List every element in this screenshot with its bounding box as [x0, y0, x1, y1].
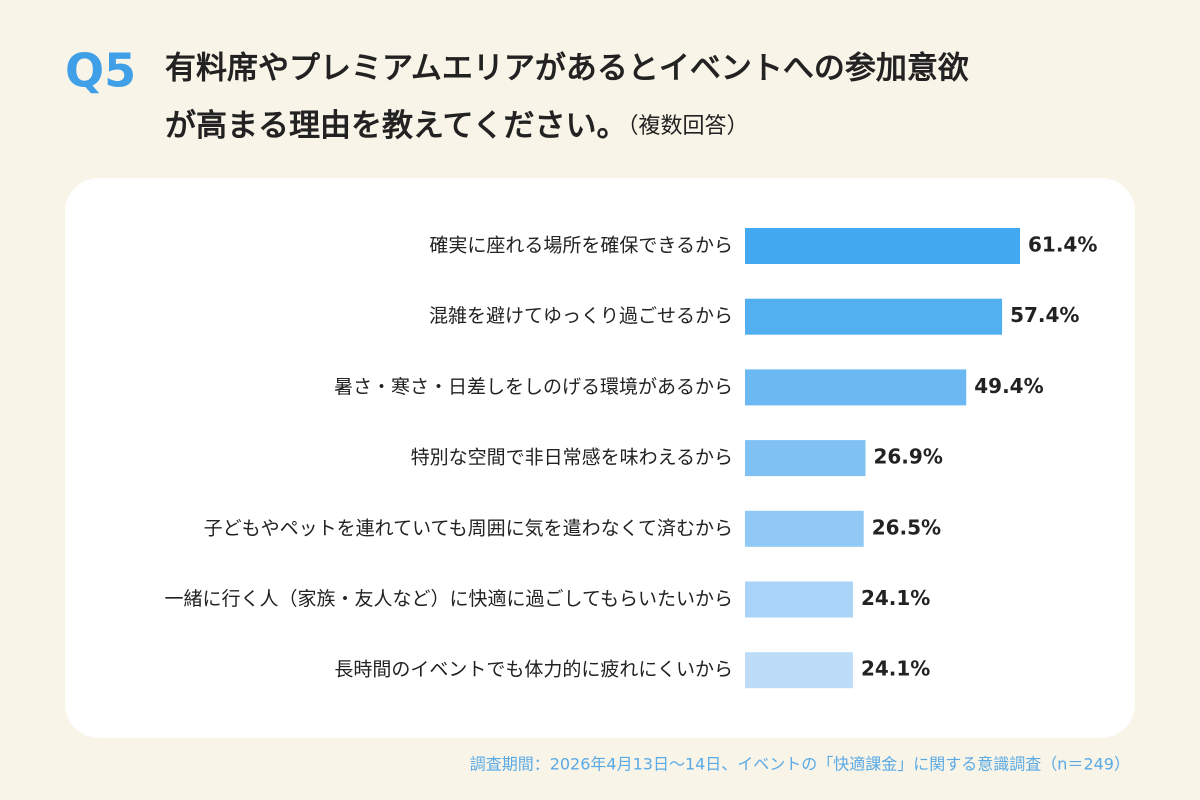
value-label: 49.4%	[974, 374, 1043, 398]
bar	[745, 581, 853, 618]
value-label: 24.1%	[861, 657, 930, 681]
bar	[745, 652, 853, 689]
question-number: Q5	[65, 44, 136, 98]
bar	[745, 440, 866, 477]
category-label: 混雑を避けてゆっくり過ごせるから	[429, 305, 733, 327]
category-label: 長時間のイベントでも体力的に疲れにくいから	[334, 659, 733, 681]
value-label: 24.1%	[861, 586, 930, 610]
value-label: 26.9%	[873, 445, 942, 469]
category-label: 一緒に行く人（家族・友人など）に快適に過ごしてもらいたいから	[165, 588, 733, 610]
category-label: 子どもやペットを連れていても周囲に気を遣わなくて済むから	[204, 517, 733, 539]
value-label: 26.5%	[872, 515, 941, 539]
source-note: 調査期間：2026年4月13日～14日、イベントの「快適課金」に関する意識調査（…	[470, 755, 1130, 774]
bar	[745, 510, 864, 547]
bar	[745, 228, 1020, 264]
value-label: 61.4%	[1028, 233, 1097, 257]
chart-title: 有料席やプレミアムエリアがあるとイベントへの参加意欲	[165, 51, 969, 87]
category-label: 確実に座れる場所を確保できるから	[429, 235, 733, 257]
value-label: 57.4%	[1010, 303, 1079, 327]
bar	[745, 369, 967, 406]
bar	[745, 298, 1003, 335]
chart-title: が高まる理由を教えてください。（複数回答）	[165, 108, 749, 144]
category-label: 暑さ・寒さ・日差しをしのげる環境があるから	[334, 376, 733, 398]
category-label: 特別な空間で非日常感を味わえるから	[411, 447, 733, 469]
